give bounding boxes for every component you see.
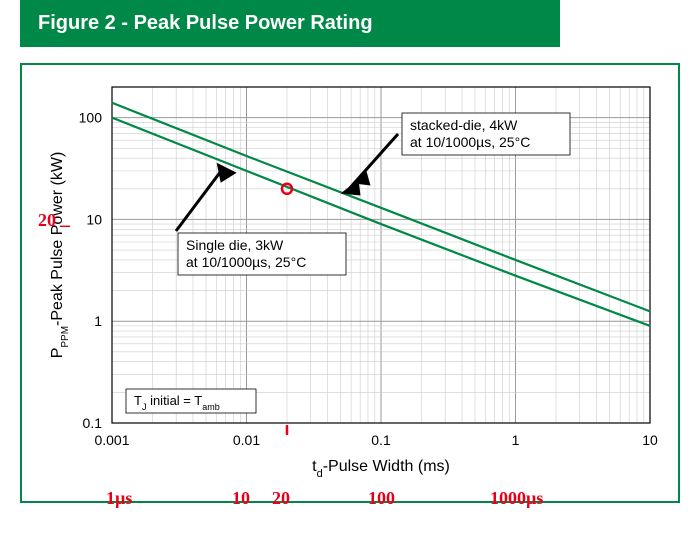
svg-text:10: 10 — [642, 432, 658, 448]
svg-text:at 10/1000µs, 25°C: at 10/1000µs, 25°C — [410, 134, 530, 150]
annot-y-20: 20 — [38, 210, 56, 231]
svg-text:stacked-die, 4kW: stacked-die, 4kW — [410, 117, 518, 133]
chart-area: 0.001 0.01 0.1 1 10 0.1 1 10 100 td-Pulse Width (… — [40, 75, 660, 489]
svg-text:at 10/1000µs, 25°C: at 10/1000µs, 25°C — [186, 254, 306, 270]
chart-svg: 0.001 0.01 0.1 1 10 0.1 1 10 100 td-Pulse Width (… — [40, 75, 660, 491]
annot-y-dash: – — [60, 214, 68, 237]
svg-text:PPPM-Peak Pulse Power (kW): PPPM-Peak Pulse Power (kW) — [49, 152, 71, 359]
annot-x-1000us: 1000µs — [490, 488, 543, 509]
svg-text:0.001: 0.001 — [94, 432, 129, 448]
svg-text:td-Pulse Width (ms): td-Pulse Width (ms) — [312, 458, 450, 480]
svg-text:1: 1 — [94, 313, 102, 329]
svg-text:10: 10 — [86, 211, 102, 227]
svg-text:0.01: 0.01 — [233, 432, 260, 448]
annot-x-10: 10 — [232, 488, 250, 509]
annot-x-20: 20 — [272, 488, 290, 509]
svg-text:0.1: 0.1 — [83, 415, 103, 431]
svg-text:0.1: 0.1 — [371, 432, 391, 448]
svg-text:100: 100 — [79, 110, 103, 126]
chart-frame: 0.001 0.01 0.1 1 10 0.1 1 10 100 td-Pulse Width (… — [20, 63, 680, 503]
annot-x-100: 100 — [368, 488, 395, 509]
figure-title: Figure 2 - Peak Pulse Power Rating — [20, 0, 560, 47]
annot-x-1us: 1µs — [106, 488, 132, 509]
svg-text:Single die, 3kW: Single die, 3kW — [186, 237, 284, 253]
svg-text:1: 1 — [512, 432, 520, 448]
